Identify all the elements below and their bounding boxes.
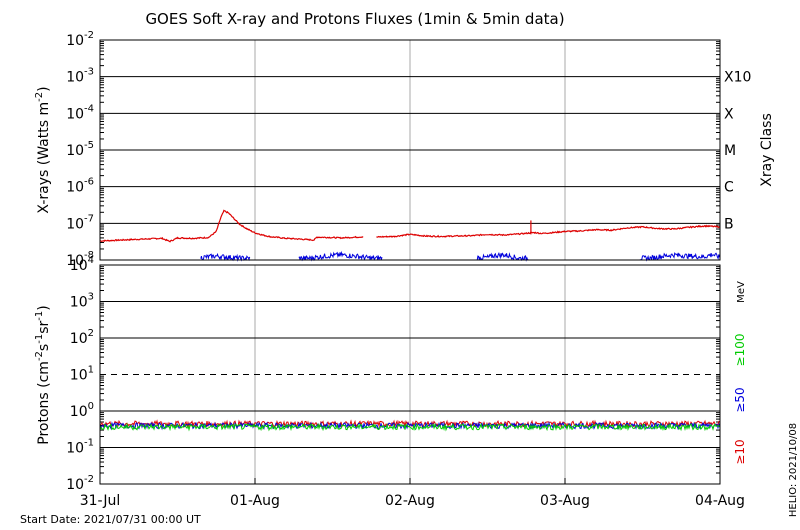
xray-y-tick-label: 10-3: [66, 67, 94, 86]
x-tick-label: 03-Aug: [540, 493, 590, 509]
proton-y-tick-label: 10-1: [66, 438, 94, 457]
xray-class-label: B: [724, 216, 734, 232]
x-tick-label: 01-Aug: [230, 493, 280, 509]
proton-y-tick-label: 103: [70, 292, 94, 311]
xray-class-label: M: [724, 143, 736, 159]
proton-legend-entry: ≥100: [733, 334, 747, 367]
proton-y-tick-label: 100: [70, 401, 94, 420]
x-tick-label: 04-Aug: [695, 493, 745, 509]
xray-series-group: [99, 209, 721, 262]
start-date-label: Start Date: 2021/07/31 00:00 UT: [20, 513, 201, 526]
proton-legend-entry: ≥10: [733, 439, 747, 464]
helio-date-label: HELIO: 2021/10/08: [788, 423, 799, 517]
xray-panel-frame: [99, 39, 721, 261]
proton-unit-label: MeV: [736, 281, 747, 303]
proton-series-00cc00: [99, 422, 721, 432]
xray-class-label: X: [724, 106, 734, 122]
proton-y-axis-label: Protons (cm-2s-1sr-1): [34, 305, 52, 444]
proton-series-dd0000: [99, 419, 721, 429]
proton-series-group: [99, 419, 721, 432]
xray-y-tick-label: 10-2: [66, 30, 94, 49]
xray-y-axis-label: X-rays (Watts m-2): [34, 86, 52, 213]
xray-y-tick-labels: 10-8 10-7 10-6 10-5 10-4 10-3 10-2: [66, 30, 94, 269]
xray-class-label: X10: [724, 70, 751, 86]
proton-y-tick-label: 101: [70, 365, 94, 384]
xray-short-series: [200, 250, 720, 262]
x-tick-labels: 31-Jul 01-Aug 02-Aug 03-Aug 04-Aug: [80, 478, 745, 509]
proton-y-tick-label: 10-2: [66, 474, 94, 493]
proton-y-tick-labels: 10-2 10-1 100 101 102 103 104: [66, 255, 94, 493]
x-tick-label: 31-Jul: [80, 493, 121, 509]
xray-class-label: C: [724, 180, 734, 196]
xray-y-tick-label: 10-8: [66, 250, 94, 269]
xray-y-tick-label: 10-5: [66, 140, 94, 159]
chart-title: GOES Soft X-ray and Protons Fluxes (1min…: [145, 10, 564, 28]
x-tick-label: 02-Aug: [385, 493, 435, 509]
xray-class-axis-label: Xray Class: [759, 113, 775, 187]
xray-y-tick-label: 10-4: [66, 103, 94, 122]
proton-y-tick-label: 104: [70, 255, 94, 274]
proton-energy-legend: MeV ≥10 ≥50 ≥100: [733, 281, 747, 465]
proton-legend-entry: ≥50: [733, 387, 747, 412]
xray-class-labels: B C M X X10: [724, 70, 751, 233]
xray-gridlines: [100, 40, 720, 474]
xray-long-series: [99, 209, 721, 243]
proton-y-tick-label: 102: [70, 328, 94, 347]
xray-y-tick-label: 10-6: [66, 177, 94, 196]
xray-y-tick-label: 10-7: [66, 213, 94, 232]
proton-gridlines: [100, 265, 720, 484]
